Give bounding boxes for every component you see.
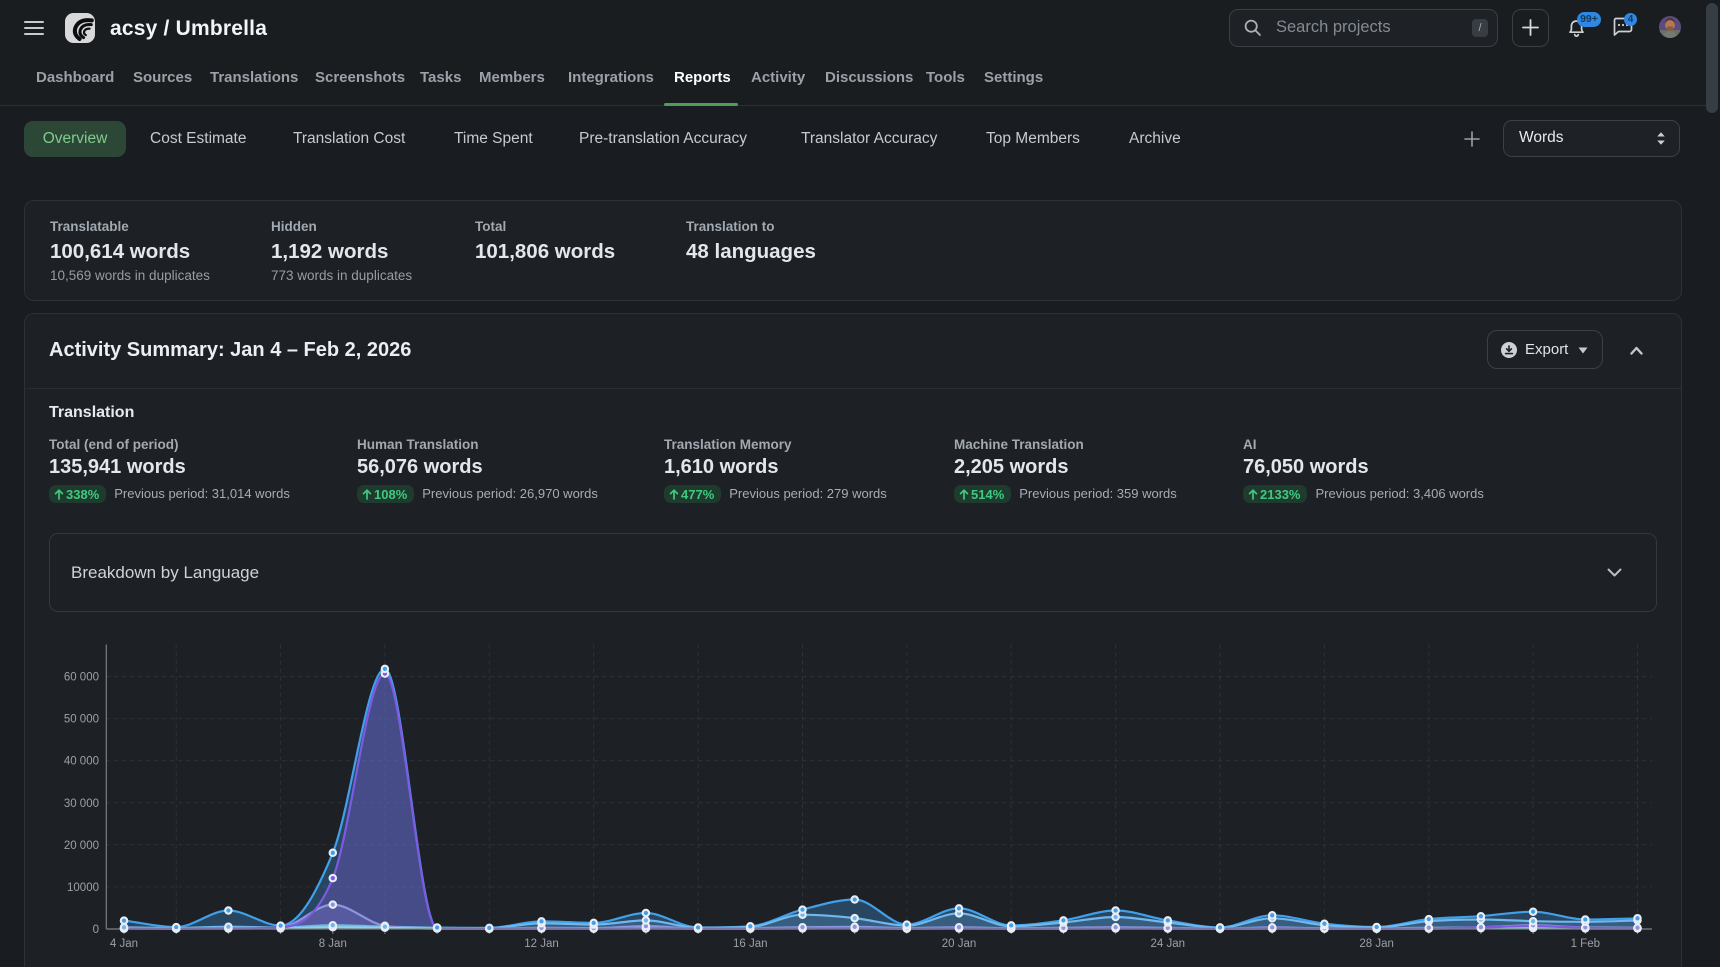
- svg-text:40 000: 40 000: [64, 756, 99, 768]
- svg-text:1 Feb: 1 Feb: [1571, 938, 1600, 950]
- svg-text:28 Jan: 28 Jan: [1359, 938, 1394, 950]
- svg-text:50 000: 50 000: [64, 714, 99, 726]
- svg-text:20 Jan: 20 Jan: [942, 938, 977, 950]
- svg-text:8 Jan: 8 Jan: [319, 938, 347, 950]
- svg-text:24 Jan: 24 Jan: [1151, 938, 1186, 950]
- svg-text:4 Jan: 4 Jan: [110, 938, 138, 950]
- svg-text:60 000: 60 000: [64, 672, 99, 684]
- svg-text:12 Jan: 12 Jan: [524, 938, 559, 950]
- svg-text:30 000: 30 000: [64, 798, 99, 810]
- svg-text:0: 0: [93, 924, 99, 936]
- svg-text:10000: 10000: [67, 882, 99, 894]
- svg-text:20 000: 20 000: [64, 840, 99, 852]
- svg-text:16 Jan: 16 Jan: [733, 938, 768, 950]
